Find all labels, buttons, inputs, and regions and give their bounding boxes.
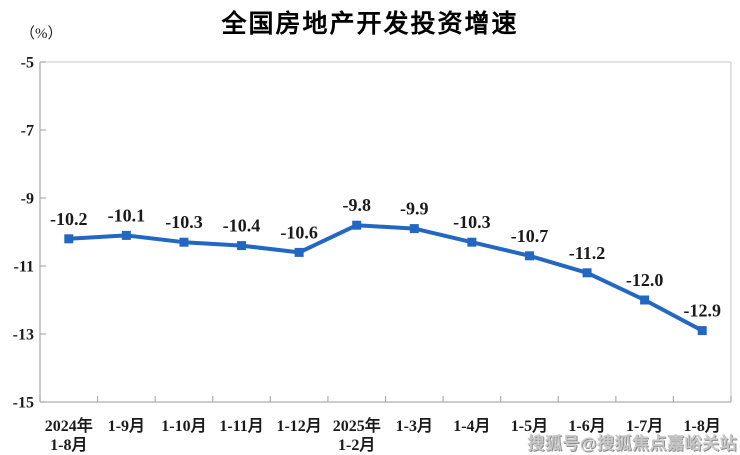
data-point-marker [121,230,131,240]
x-axis-category-label: 1-7月 [626,417,663,435]
data-point-label: -11.2 [569,243,606,263]
x-axis-category-label: 1-6月 [568,417,605,435]
data-point-marker [409,224,419,234]
data-point-label: -12.0 [626,270,664,290]
data-point-marker [524,251,534,261]
data-point-label: -10.4 [223,216,261,236]
x-axis-category-label: 1-4月 [453,417,490,435]
x-axis-category-label: 1-11月 [219,417,263,435]
x-axis-category-label: 1-9月 [108,417,145,435]
data-point-marker [640,295,650,305]
y-axis-tick-label: -13 [13,327,34,344]
data-point-marker [582,268,592,278]
x-axis-category-label: 2025年 [333,416,381,435]
chart-title: 全国房地产开发投资增速 [221,10,519,38]
data-point-marker [179,237,189,247]
y-axis-tick-label: -5 [21,55,34,72]
data-point-marker [237,241,247,251]
data-point-marker [697,326,707,336]
data-point-label: -9.9 [400,199,429,219]
x-axis-category-label: 1-10月 [161,417,206,435]
data-point-marker [352,220,362,230]
y-axis-tick-label: -11 [14,259,34,276]
data-point-label: -9.8 [342,195,371,215]
y-axis-tick-label: -15 [13,395,34,412]
data-point-label: -10.2 [50,209,88,229]
x-axis-category-label: 1-5月 [511,417,548,435]
data-point-marker [294,247,304,257]
data-point-marker [467,237,477,247]
x-axis-category-label: 1-12月 [276,417,321,435]
data-point-label: -10.3 [453,212,491,232]
y-axis-unit-label: （%） [20,26,63,42]
x-axis-category-label: 1-3月 [396,417,433,435]
data-line [66,223,705,333]
data-point-label: -10.3 [165,212,203,232]
x-axis-category-label: 1-8月 [50,436,87,454]
x-axis-category-label: 1-8月 [684,417,721,435]
watermark: 搜狐号@搜狐焦点嘉峪关站 [527,434,737,453]
data-point-label: -10.7 [511,226,549,246]
y-axis-tick-label: -9 [21,191,34,208]
x-axis-category-label: 2024年 [45,416,93,435]
data-point-marker [64,234,74,244]
data-point-label: -10.1 [108,205,146,225]
x-axis-category-label: 1-2月 [338,436,375,454]
y-axis-tick-label: -7 [21,123,34,140]
data-point-label: -10.6 [280,222,318,242]
data-point-label: -12.9 [683,301,721,321]
